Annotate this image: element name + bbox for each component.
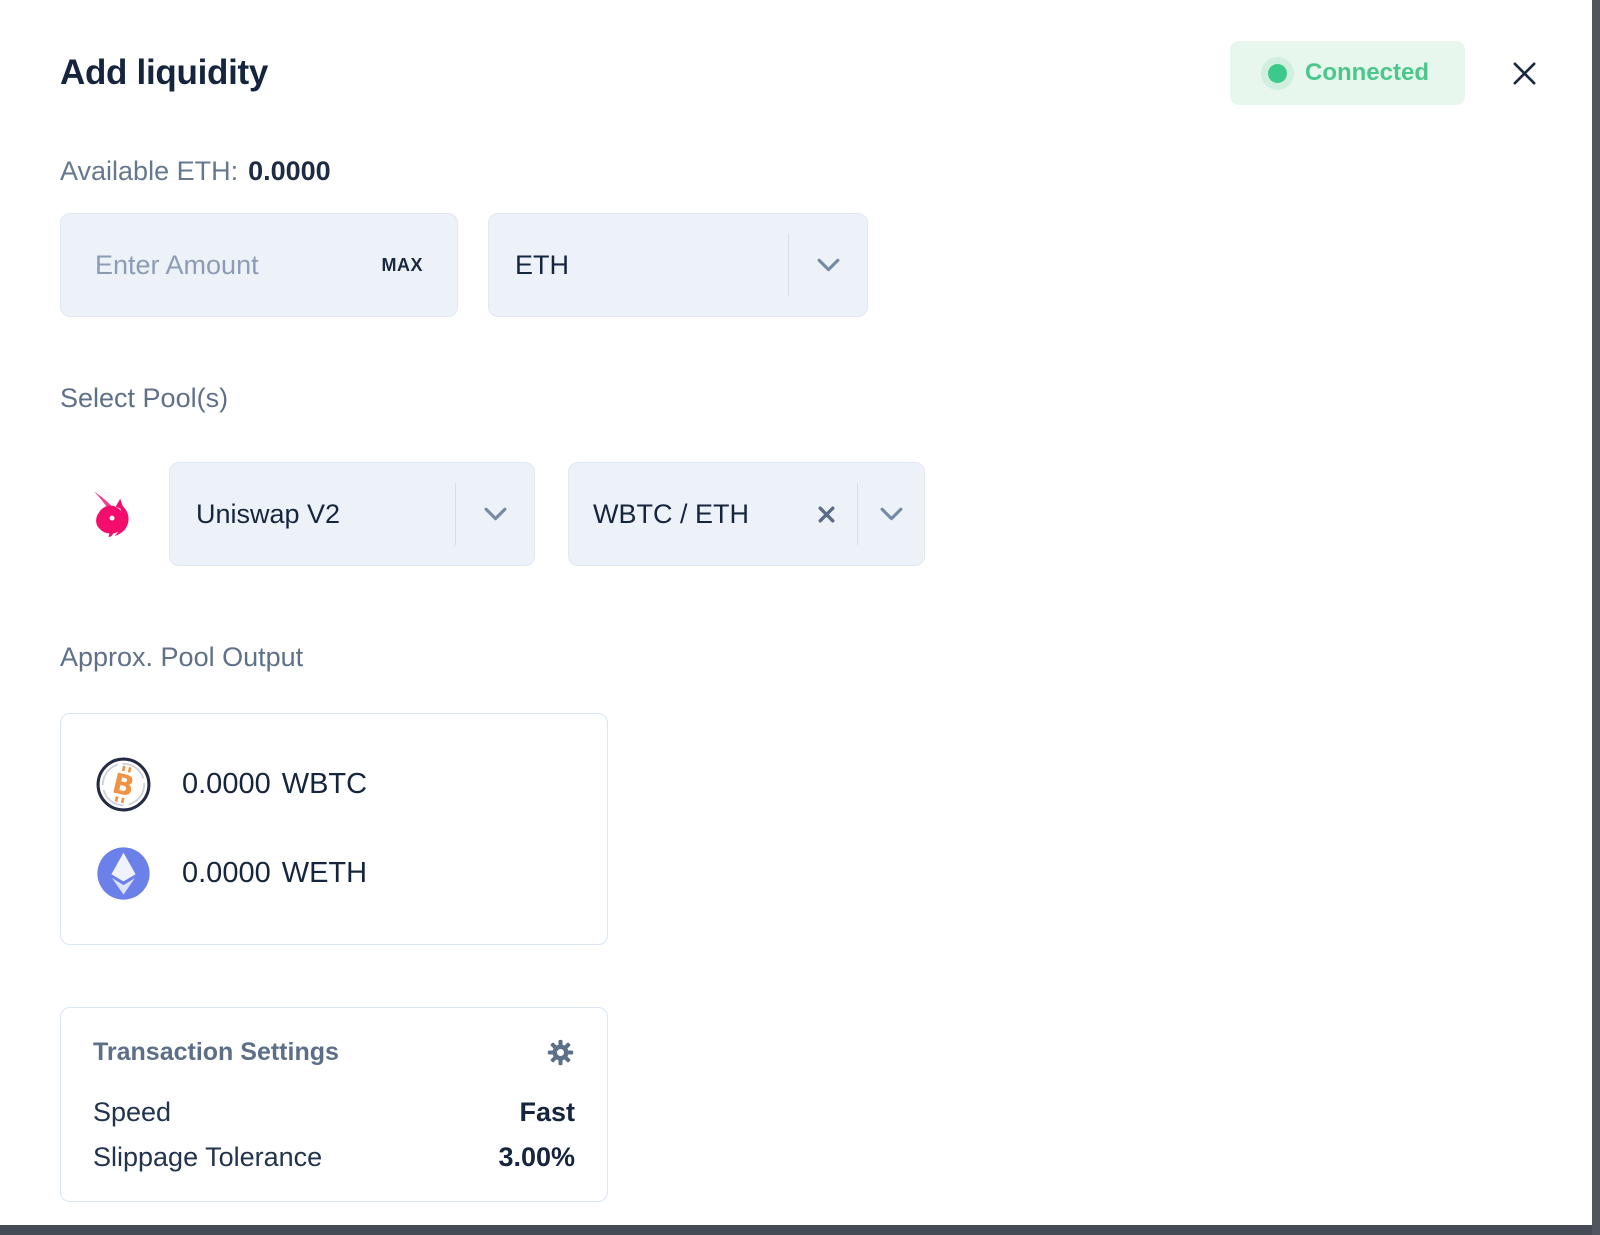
amount-field: MAX	[60, 213, 458, 317]
status-dot-icon	[1267, 63, 1287, 83]
token-output-text: 0.0000 WBTC	[182, 768, 367, 801]
token-output-text: 0.0000 WETH	[182, 857, 367, 890]
chevron-down-icon[interactable]	[456, 506, 534, 523]
token-symbol: WBTC	[281, 768, 368, 800]
token-symbol: WETH	[281, 857, 368, 889]
token-output-row: B 0.0000 WBTC	[95, 756, 573, 813]
scrollbar-track[interactable]	[1592, 0, 1600, 1235]
settings-header: Transaction Settings	[93, 1038, 575, 1067]
select-pools-label: Select Pool(s)	[60, 383, 229, 413]
token-amount: 0.0000	[182, 768, 271, 800]
slippage-label: Slippage Tolerance	[93, 1142, 323, 1172]
page-title: Add liquidity	[60, 53, 269, 92]
token-select-value: ETH	[515, 249, 569, 280]
window-bottom-edge	[0, 1225, 1600, 1235]
available-balance: Available ETH: 0.0000	[60, 156, 1540, 187]
approx-pool-output-label: Approx. Pool Output	[60, 642, 304, 672]
close-icon	[1511, 60, 1538, 87]
transaction-settings-card: Transaction Settings	[60, 1007, 608, 1202]
settings-title: Transaction Settings	[93, 1038, 339, 1066]
close-button[interactable]	[1509, 58, 1540, 89]
amount-input[interactable]	[95, 249, 370, 281]
select-divider	[788, 234, 789, 296]
available-value: 0.0000	[248, 156, 331, 186]
modal-header: Add liquidity Connected	[60, 40, 1540, 106]
connection-status-label: Connected	[1304, 59, 1429, 86]
header-actions: Connected	[1229, 41, 1540, 105]
gear-icon	[546, 1038, 575, 1067]
pool-row: Uniswap V2 WBTC / ETH	[60, 462, 1540, 566]
pair-select-value: WBTC / ETH	[593, 498, 749, 529]
select-divider	[857, 483, 858, 545]
token-output-row: 0.0000 WETH	[95, 845, 573, 902]
speed-row: Speed Fast	[93, 1097, 575, 1128]
slippage-row: Slippage Tolerance 3.00%	[93, 1142, 575, 1173]
select-divider	[455, 483, 456, 545]
pair-select[interactable]: WBTC / ETH	[568, 462, 925, 566]
speed-value: Fast	[519, 1097, 575, 1127]
token-amount: 0.0000	[182, 857, 271, 889]
remove-pair-icon[interactable]	[816, 504, 837, 525]
slippage-value: 3.00%	[498, 1142, 575, 1172]
available-label: Available ETH:	[60, 156, 239, 186]
uniswap-unicorn-icon	[85, 488, 134, 540]
amount-row: MAX ETH	[60, 213, 1540, 317]
speed-label: Speed	[93, 1097, 172, 1127]
protocol-select-value: Uniswap V2	[196, 498, 341, 529]
chevron-down-icon[interactable]	[858, 506, 924, 523]
protocol-select[interactable]: Uniswap V2	[169, 462, 535, 566]
pool-output-card: B 0.0000 WBTC 0.0000 WETH	[60, 713, 608, 945]
chevron-down-icon[interactable]	[789, 257, 867, 274]
settings-button[interactable]	[546, 1038, 575, 1067]
weth-coin-icon	[95, 845, 152, 902]
token-select[interactable]: ETH	[488, 213, 868, 317]
wbtc-coin-icon: B	[95, 756, 152, 813]
max-button[interactable]: MAX	[370, 255, 424, 276]
connection-status-badge: Connected	[1229, 41, 1465, 105]
